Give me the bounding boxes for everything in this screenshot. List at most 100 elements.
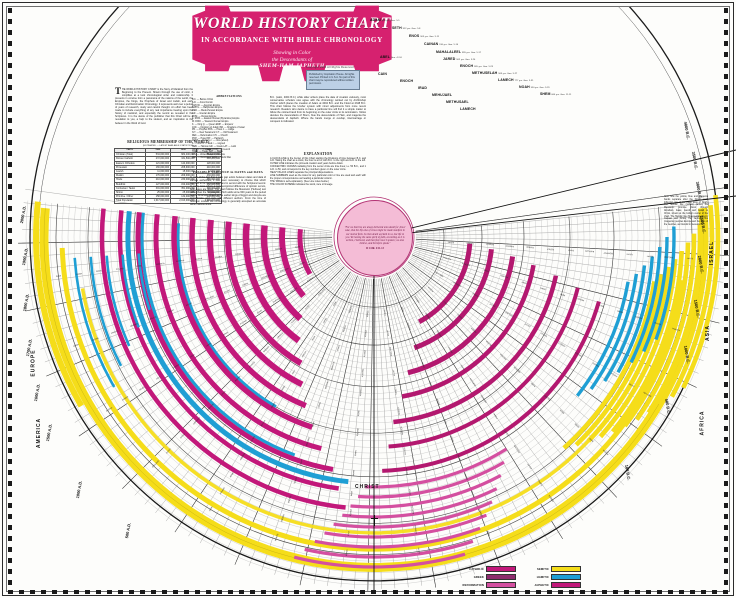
legend-label: CATHOLIC — [469, 567, 484, 571]
century-spoke — [299, 278, 366, 586]
explanation-item: THE TABLE is self-explanatory. (See Line… — [270, 180, 329, 184]
page-subtitle: IN ACCORDANCE WITH BIBLE CHRONOLOGY — [201, 36, 383, 44]
century-spoke — [381, 278, 437, 588]
era-label: ISRAEL — [709, 240, 716, 266]
time-spoke — [211, 274, 355, 550]
religious-table-subheading: (ESTIMATED — LATEST AVAILABLE STATISTICS… — [142, 145, 194, 147]
radial-text: JUDAH — [417, 547, 421, 554]
patriarch-label: MAHALALEEL895 yrs. Gen. 5:17 — [436, 50, 482, 54]
christ-label: CHRIST — [355, 484, 380, 490]
time-spoke — [25, 189, 333, 232]
abbreviation-item: ASSYR. — Assyrian Empire — [192, 104, 221, 107]
time-spoke — [393, 274, 538, 549]
abbreviation-item: BABYL. — Babylonian Empire — [192, 107, 223, 110]
patriarch-label: ADAM930 yrs. Gen. 5:5 — [370, 18, 400, 22]
patriarch-reference: 905 yrs. Gen. 5:11 — [420, 36, 440, 38]
chart-arc — [616, 256, 654, 374]
chart-arc — [80, 288, 651, 535]
explanation-item: A CLOCK-LINE is the Center of this Chart… — [270, 156, 366, 163]
patriarch-label: METHUSELAH969 yrs. Gen. 5:27 — [472, 71, 518, 75]
patriarch-label: LAMECH777 yrs. Gen. 5:31 — [498, 78, 534, 82]
chart-legend: CATHOLIC GREEK REFORMATION SEMITIC HAMITIC J… — [458, 566, 588, 590]
radial-text: ASSYRIA — [361, 368, 365, 377]
time-spoke — [374, 278, 382, 589]
table-cell: 128,000,000 — [195, 160, 223, 166]
chart-arc — [242, 223, 301, 344]
explanation-panel: EXPLANATION A CLOCK-LINE is the Center o… — [270, 150, 366, 187]
patriarch-label: METHUSAEL — [446, 100, 469, 104]
intro-panel: T HE WORLD HISTORY CHART is the Story of … — [115, 87, 193, 125]
time-spoke — [390, 275, 513, 561]
radial-text: SPAIN — [354, 450, 358, 457]
abbreviation-item: REF. — Reformation CH. — Church — [192, 134, 228, 137]
copyright-box: Copyright 1965 All Rights Reserved Publi… — [306, 66, 360, 90]
abbreviation-item: W. ROM. — Western Roman Empire — [192, 121, 229, 123]
chart-arc — [176, 223, 277, 408]
time-spoke — [274, 277, 363, 575]
dedication-line-1: Showing in Color — [273, 50, 311, 56]
chart-arc — [333, 500, 493, 529]
radial-text: ITALY — [347, 530, 351, 537]
chart-arc — [225, 221, 303, 366]
abbreviations-list: B.C. — Before Christ A.D. — Anno Domini AS… — [192, 99, 266, 160]
abbreviation-item: REV. — Revolution WAR — World War — [192, 156, 231, 159]
abbreviation-item: PR. — Prophet PRS. — Priest J. — Judge — [192, 129, 235, 132]
patriarch-label: IRAD — [418, 86, 427, 90]
radial-text: POLAND — [115, 267, 124, 271]
chart-arc — [314, 526, 481, 549]
table-cell: Total Population — [114, 198, 146, 204]
legend-item: GREEK — [458, 573, 516, 581]
radial-text: EGYPT — [646, 254, 654, 257]
time-spoke — [313, 278, 368, 584]
radial-text: SWEDEN — [505, 244, 514, 247]
patriarch-label: MEHUJAEL — [432, 93, 453, 97]
chart-arc — [140, 212, 296, 457]
intro-text: T HE WORLD HISTORY CHART is the Story of … — [115, 87, 193, 125]
radial-text: PERSIA — [546, 247, 554, 250]
chart-arc — [654, 226, 676, 341]
chart-arc — [681, 194, 721, 389]
chart-arc — [293, 552, 466, 569]
abbreviation-item: POP. — Pope PAT. — Patriarch — [192, 137, 224, 140]
table-cell: 390,000,000 — [195, 185, 223, 192]
table-cell: 496,000,000 — [195, 156, 223, 162]
bc-note-body: B.C. (Latin, 4004 B.C.) while older writ… — [270, 96, 366, 124]
chart-arc — [121, 254, 140, 328]
chart-arc — [89, 256, 123, 367]
patriarch-label: SETH912 yrs. Gen. 5:8 — [392, 26, 421, 30]
patriarch-reference: 365 yrs. Gen. 5:23 — [474, 66, 494, 68]
patriarch-reference: 912 yrs. Gen. 5:8 — [402, 28, 421, 30]
legend-item: SEMITIC — [523, 566, 581, 573]
table-header-row: FAITH 1900 1930 1960 — [114, 147, 223, 154]
chart-arc — [634, 233, 697, 421]
legend-column-right: SEMITIC HAMITIC JAPHETIC — [523, 566, 581, 589]
title-banner: WORLD HISTORY CHART IN ACCORDANCE WITH B… — [186, 4, 398, 88]
chart-arc — [342, 487, 498, 519]
patriarch-label: JARED962 yrs. Gen. 5:20 — [443, 57, 476, 61]
abbreviation-item: E. ROM. — Eastern Roman (Byzantine) Empi… — [192, 118, 240, 121]
abbreviations-heading: ABBREVIATIONS — [216, 95, 242, 98]
legend-column-left: CATHOLIC GREEK REFORMATION — [458, 566, 516, 589]
patriarch-label: LAMECH — [460, 107, 476, 111]
patriarch-label: SHEM600 yrs. Gen. 11:11 — [540, 92, 572, 96]
table-row: Roman Catholic 272,000,000 331,500,000 496,… — [114, 156, 223, 162]
time-spoke — [287, 277, 364, 579]
chart-arc — [279, 227, 306, 299]
century-spoke — [415, 238, 730, 256]
explanation-item: OUTER LINE indicates the primeval creati… — [270, 162, 344, 166]
chart-arc — [171, 215, 314, 430]
radial-text: FRANCE — [403, 446, 407, 455]
table-cell: 240,000,000 — [195, 164, 223, 171]
time-spoke — [415, 237, 727, 243]
chart-arc — [137, 253, 151, 311]
chart-arc — [382, 300, 601, 473]
col-1960: 1960 — [195, 147, 223, 154]
abbreviation-item: A.D. — Anno Domini — [192, 101, 213, 104]
era-label: EUROPE — [30, 349, 37, 377]
ruler-right — [724, 8, 728, 588]
patriarch-label: ENOCH365 yrs. Gen. 5:23 — [460, 64, 494, 68]
table-row: Protestant 166,000,000 208,900,000 240,000,… — [114, 164, 223, 171]
era-label: ASIA — [704, 325, 711, 341]
explanation-list: A CLOCK-LINE is the Center of this Chart… — [270, 156, 366, 188]
dedication-line-2: the Descendants of — [271, 56, 313, 63]
